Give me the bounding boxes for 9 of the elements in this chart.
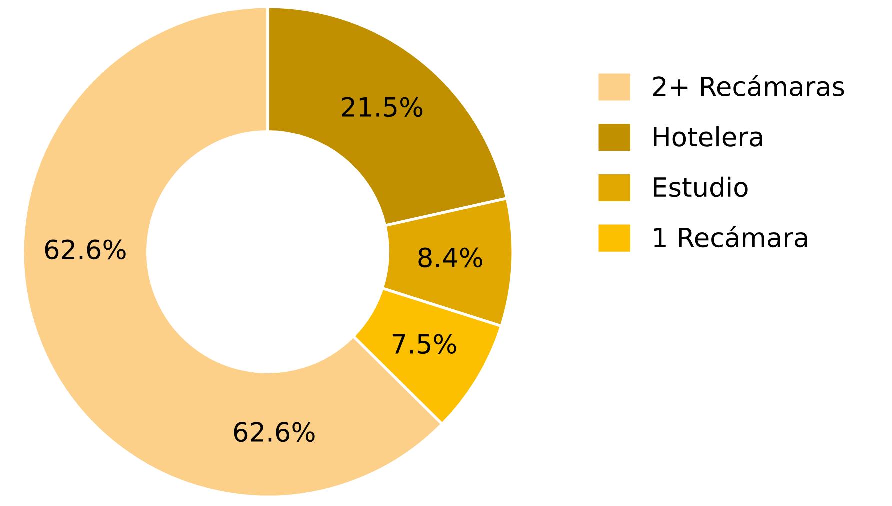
legend-label: Hotelera bbox=[654, 126, 762, 147]
legend-label: 2+ Recámaras bbox=[653, 75, 844, 97]
legend-label: Estudio bbox=[654, 176, 748, 198]
data-label: 8.4% bbox=[418, 248, 482, 268]
data-label: 7.5% bbox=[392, 334, 456, 354]
data-label: 62.6% bbox=[45, 240, 126, 260]
text: 62.6% bbox=[234, 422, 315, 442]
data-label: 21.5% bbox=[342, 97, 423, 118]
legend-label: 1 Recámara bbox=[654, 226, 808, 248]
